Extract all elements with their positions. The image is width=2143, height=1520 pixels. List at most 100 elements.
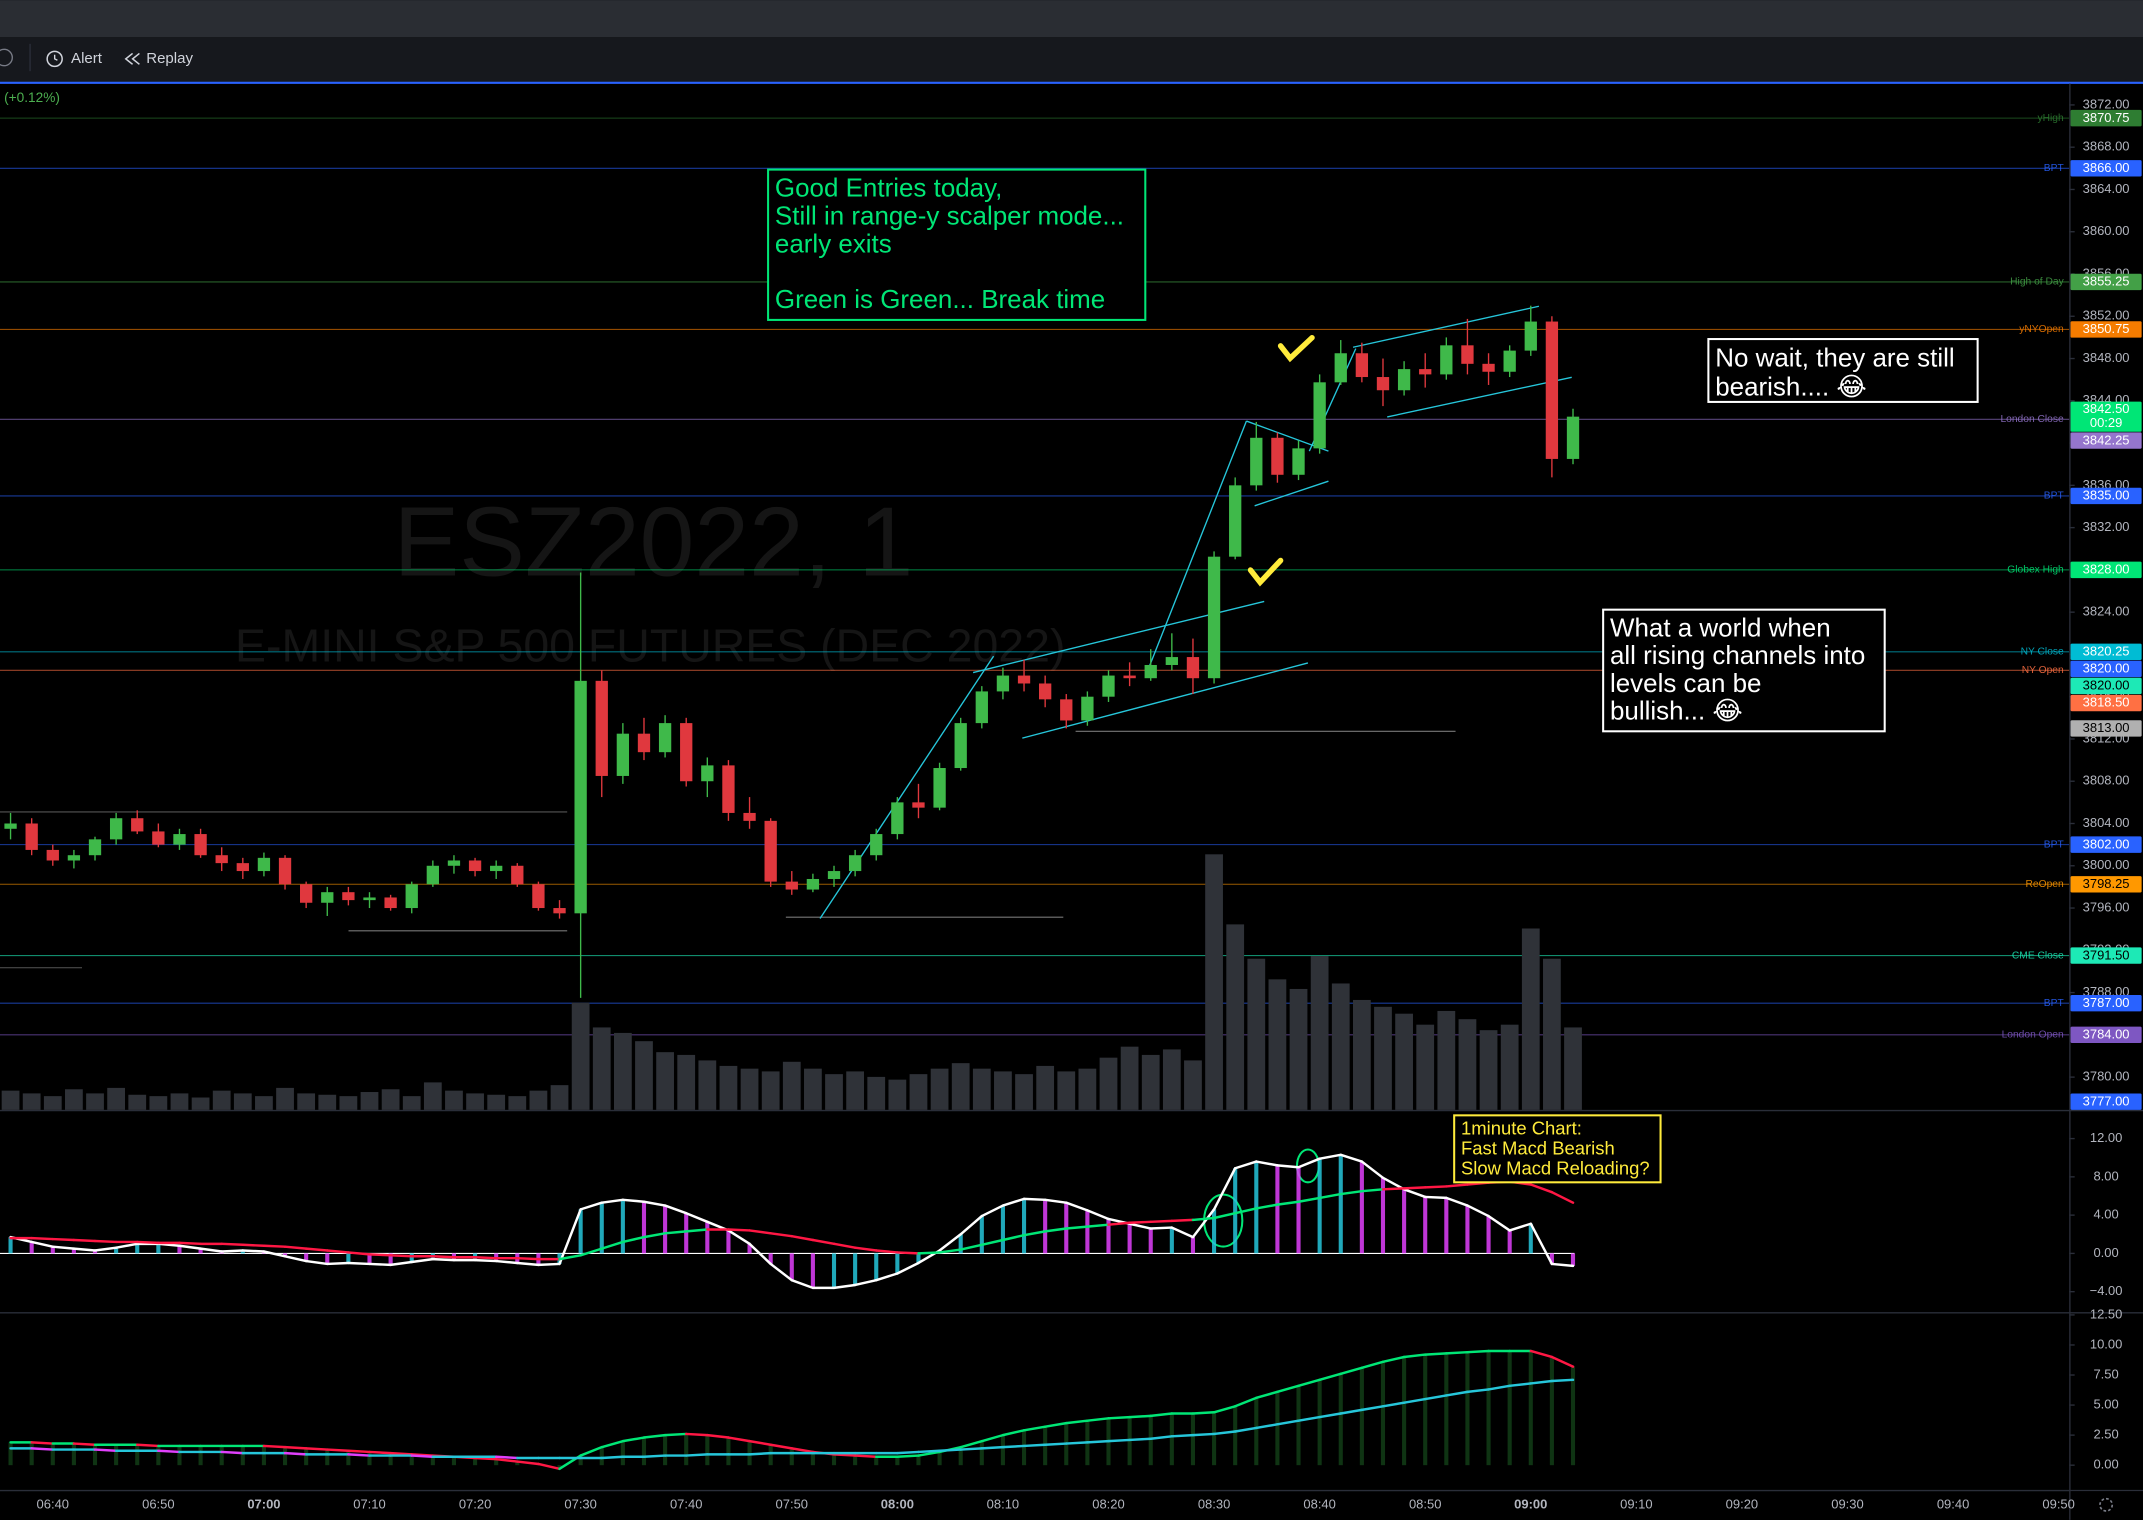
- annotation-text: early exits: [775, 228, 892, 258]
- replay-button[interactable]: Replay: [124, 50, 194, 67]
- histogram-bar: [599, 1202, 604, 1254]
- volume-bar: [1078, 1068, 1097, 1110]
- indicator-line: [72, 1247, 97, 1252]
- indicator-line: [347, 1261, 371, 1266]
- indicator-line: [1508, 1382, 1533, 1388]
- indicator-line: [1212, 1430, 1237, 1436]
- price-badge-text: 3828.00: [2083, 562, 2130, 577]
- trend-line: [819, 655, 995, 919]
- histogram-bar: [684, 1433, 689, 1466]
- indicator-line: [1022, 1443, 1047, 1448]
- indicators: [0, 1153, 1576, 1471]
- histogram-bar: [1317, 1158, 1322, 1254]
- candle-body: [1355, 353, 1369, 378]
- alert-button[interactable]: Alert: [46, 50, 103, 68]
- level-label: High of Day: [2010, 277, 2064, 288]
- indicator-line: [1107, 1415, 1131, 1420]
- histogram-bar: [1338, 1373, 1343, 1466]
- candle-body: [658, 723, 672, 753]
- candle-body: [173, 834, 186, 845]
- price-badge: 3820.00: [2070, 678, 2142, 695]
- toolbar: [0, 37, 2143, 83]
- candle-body: [870, 834, 883, 856]
- indicator-line: [1487, 1384, 1511, 1391]
- histogram-bar: [515, 1461, 520, 1466]
- indicator-line: [727, 1229, 751, 1246]
- price-badge-box: [2070, 694, 2142, 712]
- histogram-bar: [114, 1247, 119, 1254]
- indicator-line: [473, 1258, 498, 1263]
- price-badge-box: [2070, 432, 2142, 449]
- price-badge: 3791.50: [2070, 947, 2142, 964]
- candle-body: [215, 855, 228, 864]
- indicator-line: [30, 1447, 55, 1451]
- histogram-bar: [1507, 1350, 1512, 1466]
- histogram-bar: [240, 1250, 245, 1254]
- candle-body: [806, 878, 820, 890]
- indicator-line: [1297, 1196, 1321, 1203]
- price-badge-box: [2070, 160, 2142, 177]
- candle-body: [1545, 321, 1559, 459]
- histogram-bar: [874, 1456, 879, 1466]
- candle-body: [109, 818, 123, 840]
- indicator-line: [1466, 1349, 1490, 1354]
- price-badge: 3842.25: [2070, 432, 2142, 449]
- price-badge: 3820.25: [2070, 643, 2142, 660]
- volume-bar: [930, 1068, 949, 1110]
- level-label: BPT: [2044, 998, 2065, 1009]
- histogram-bar: [325, 1253, 330, 1264]
- histogram-bar: [1380, 1361, 1386, 1466]
- indicator-line: [1402, 1353, 1427, 1359]
- price-badge: 3818.50: [2070, 694, 2142, 712]
- indicator-line: [1508, 1222, 1533, 1232]
- volume-bar: [233, 1093, 252, 1110]
- indicator-line: [1466, 1388, 1490, 1394]
- toolbar-icon[interactable]: [0, 48, 13, 67]
- price-badge-box: [2070, 1026, 2142, 1044]
- indicator-line: [1318, 1153, 1342, 1160]
- indicator-line: [537, 1462, 561, 1471]
- price-badge-text: 3850.75: [2083, 321, 2130, 336]
- candle-body: [1524, 321, 1537, 351]
- indicator-line: [642, 1232, 667, 1239]
- volume-bar: [867, 1076, 886, 1110]
- indicator-line: [917, 1251, 941, 1255]
- indicator-line: [1402, 1188, 1427, 1199]
- candle-body: [363, 897, 376, 901]
- indicator-line: [1381, 1355, 1406, 1364]
- indicator-line: [1360, 1188, 1385, 1193]
- indicator-line: [1402, 1397, 1427, 1404]
- x-tick-label: 07:10: [353, 1496, 385, 1511]
- histogram-bar: [1402, 1189, 1407, 1254]
- top-bar: [0, 0, 2143, 38]
- histogram-bar: [1359, 1161, 1364, 1254]
- level-label: CME Close: [2012, 950, 2064, 961]
- indicator-line: [157, 1449, 181, 1454]
- indicator-line: [832, 1283, 857, 1290]
- indicator-line: [1212, 1405, 1237, 1414]
- indicator-line: [790, 1447, 815, 1454]
- histogram-bar: [240, 1445, 245, 1466]
- alert-label: Alert: [71, 50, 103, 67]
- indicator-line: [558, 1254, 582, 1261]
- channel-line: [1352, 305, 1540, 348]
- histogram-bar: [1338, 1154, 1343, 1254]
- indicator-line: [30, 1441, 55, 1445]
- histogram-bar: [1296, 1385, 1301, 1466]
- price-badge-text: 3855.25: [2083, 274, 2130, 289]
- candle-body: [1207, 556, 1221, 679]
- indicator-line: [1212, 1167, 1237, 1211]
- histogram-bar: [578, 1209, 583, 1254]
- histogram-bar: [1444, 1197, 1449, 1254]
- indicator-line: [748, 1439, 772, 1446]
- volume-bar: [529, 1090, 548, 1110]
- annotation-text: Slow Macd Reloading?: [1461, 1157, 1650, 1178]
- settings-button[interactable]: [2099, 1497, 2114, 1512]
- indicator-line: [769, 1262, 794, 1282]
- watermark-symbol: ESZ2022, 1: [394, 487, 914, 597]
- indicator-line: [220, 1249, 245, 1253]
- y-tick-label: 0.00: [2093, 1245, 2118, 1260]
- candle-body: [1440, 345, 1453, 375]
- histogram-bar: [71, 1443, 76, 1466]
